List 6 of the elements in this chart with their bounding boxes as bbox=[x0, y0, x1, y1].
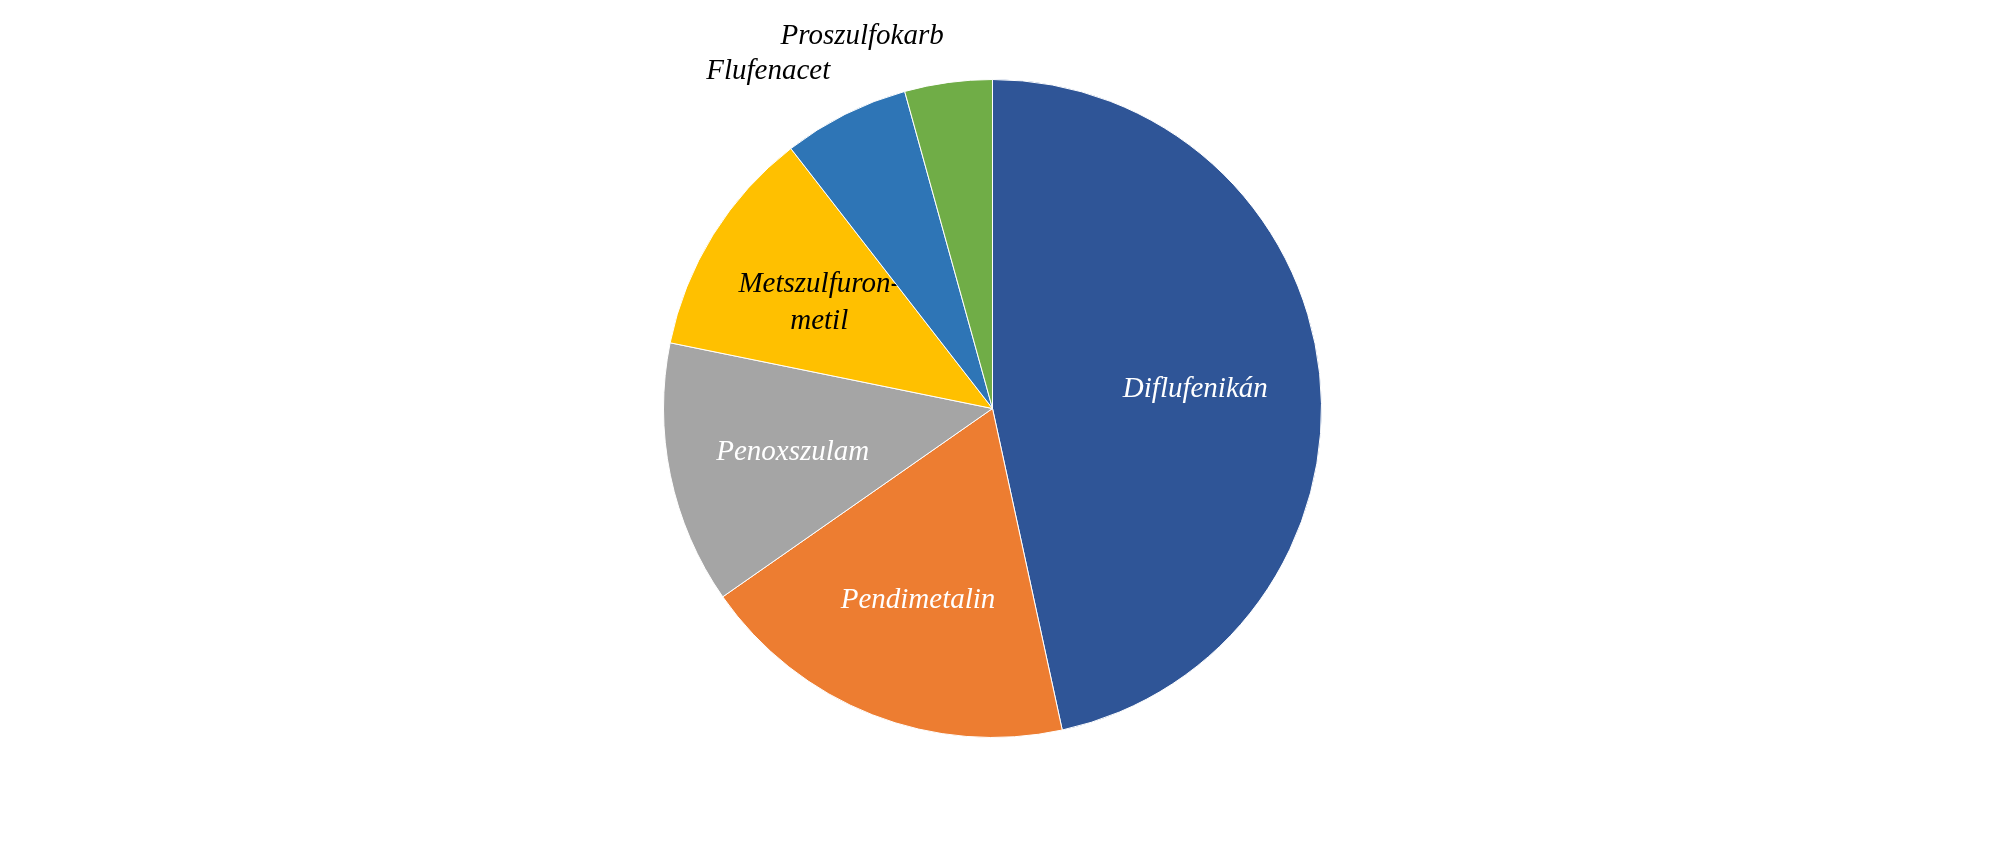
slice-label: Pendimetalin bbox=[839, 582, 996, 615]
slice-label: Metszulfuron-metil bbox=[737, 266, 901, 336]
slice-label: Flufenacet bbox=[705, 53, 832, 86]
slice-label: Diflufenikán bbox=[1121, 370, 1268, 403]
slice-label: Proszulfokarb bbox=[779, 17, 944, 50]
slice-label: Penoxszulam bbox=[715, 433, 870, 466]
